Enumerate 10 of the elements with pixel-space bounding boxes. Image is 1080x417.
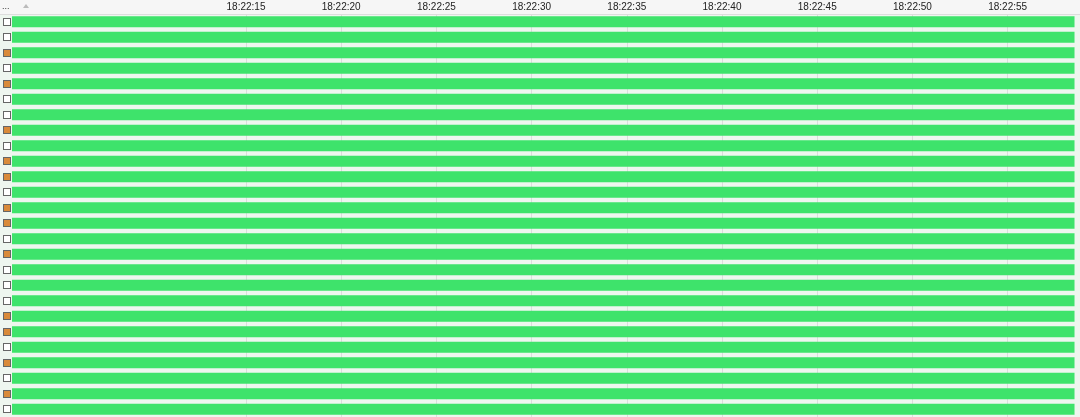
- x-tick-label: 18:22:45: [797, 0, 838, 12]
- x-tick-label: 18:22:15: [226, 0, 266, 12]
- x-tick-label: 18:22:25: [416, 0, 457, 12]
- x-tick-label: 18:22:40: [702, 0, 742, 12]
- x-tick-label: 18:22:35: [607, 0, 647, 12]
- x-tick-label: 18:22:55: [988, 0, 1028, 12]
- x-tick-label: 18:22:30: [512, 0, 552, 12]
- text: ...: [2, 0, 10, 12]
- x-tick-label: 18:22:50: [892, 0, 933, 12]
- x-tick-label: 18:22:20: [321, 0, 362, 12]
